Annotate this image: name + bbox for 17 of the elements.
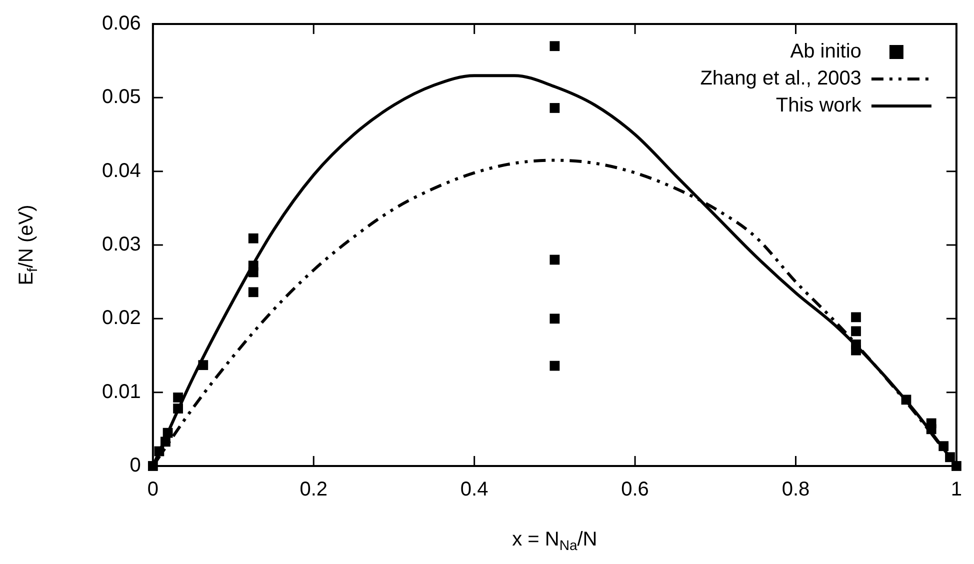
x-tick-label: 0 bbox=[147, 478, 158, 501]
x-tick-label: 1 bbox=[950, 478, 962, 501]
y-tick-label: 0.05 bbox=[102, 86, 141, 108]
y-tick-label: 0.04 bbox=[102, 160, 141, 182]
legend-label: Zhang et al., 2003 bbox=[700, 68, 862, 90]
legend-label: Ab initio bbox=[790, 40, 862, 63]
y-tick-label: 0.01 bbox=[102, 380, 141, 403]
y-tick-label: 0 bbox=[130, 454, 141, 477]
y-tick-label: 0.02 bbox=[102, 307, 141, 330]
y-tick-label: 0.03 bbox=[102, 234, 141, 256]
x-tick-label: 0.6 bbox=[621, 478, 649, 501]
x-tick-label: 0.4 bbox=[460, 478, 488, 501]
y-axis-title: Ef/N (eV) bbox=[16, 204, 40, 286]
x-tick-label: 0.2 bbox=[300, 478, 328, 501]
x-tick-label: 0.8 bbox=[782, 478, 810, 501]
legend-label: This work bbox=[776, 94, 862, 117]
y-tick-label: 0.06 bbox=[102, 12, 141, 35]
